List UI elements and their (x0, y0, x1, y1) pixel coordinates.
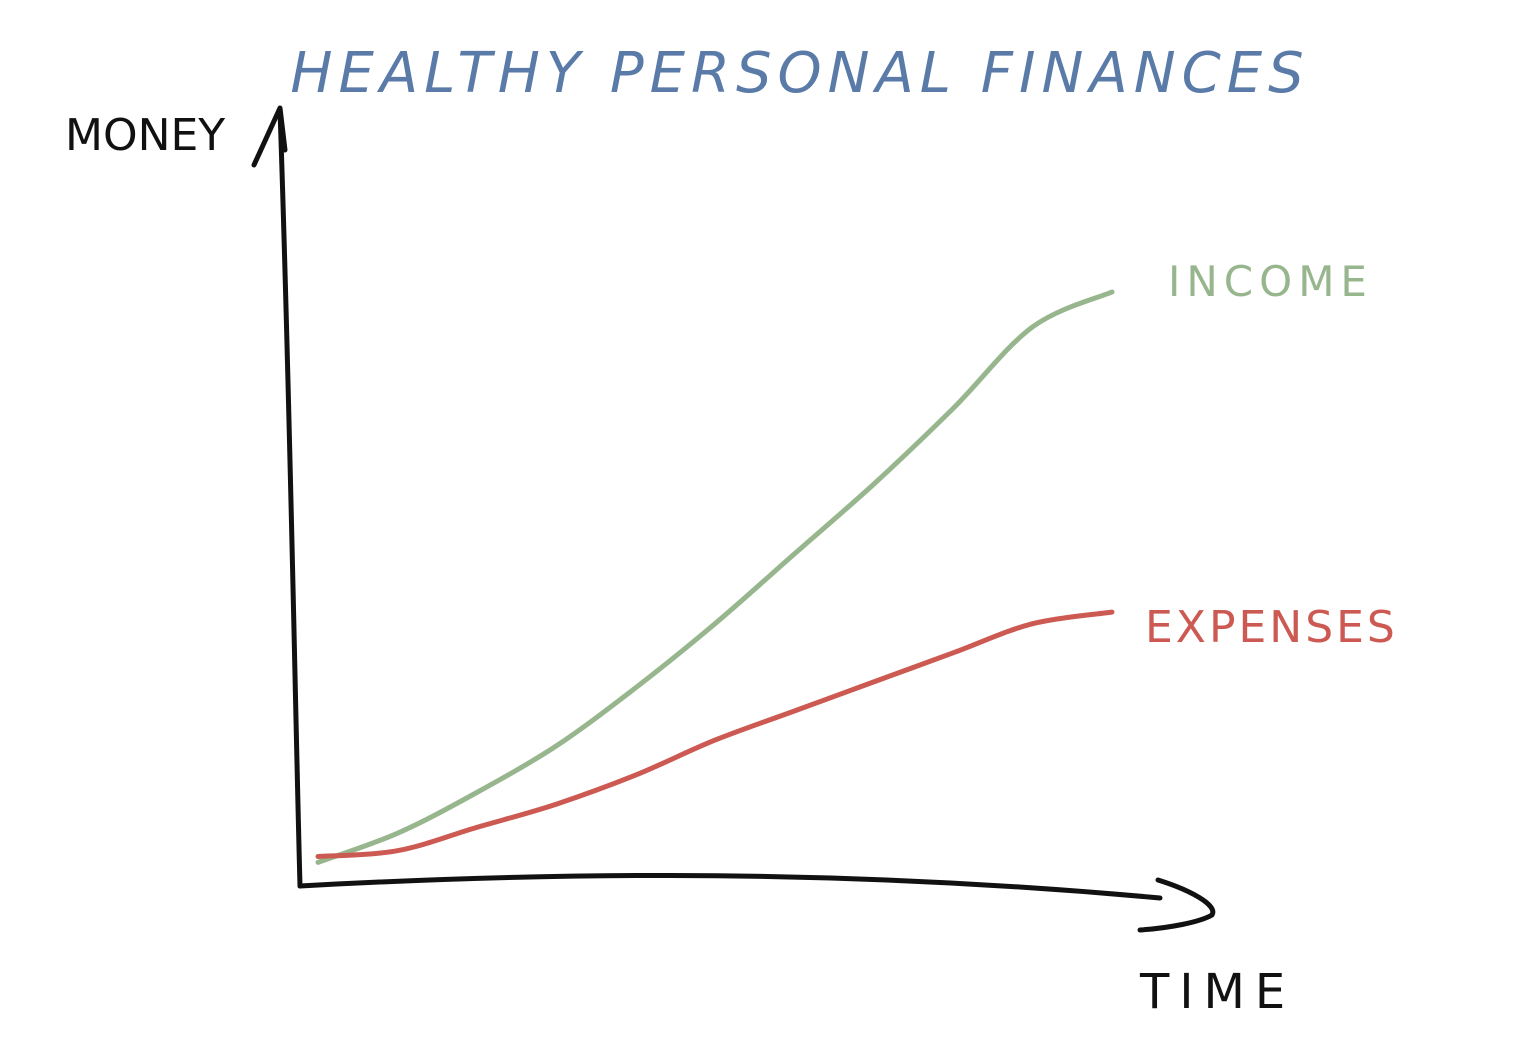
y-axis (277, 107, 303, 889)
series-expenses-line (315, 609, 1115, 859)
series-income-line (315, 289, 1115, 865)
series-income-label: income (1168, 257, 1373, 306)
x-axis-arrowhead (1137, 877, 1216, 933)
x-axis-label: Time (1139, 964, 1295, 1020)
y-axis-arrowhead (251, 105, 288, 168)
x-axis (297, 873, 1163, 901)
series-expenses-label: expenses (1145, 602, 1398, 653)
chart-title: Healthy personal finances (290, 41, 1309, 106)
y-axis-label: Money (65, 110, 225, 161)
